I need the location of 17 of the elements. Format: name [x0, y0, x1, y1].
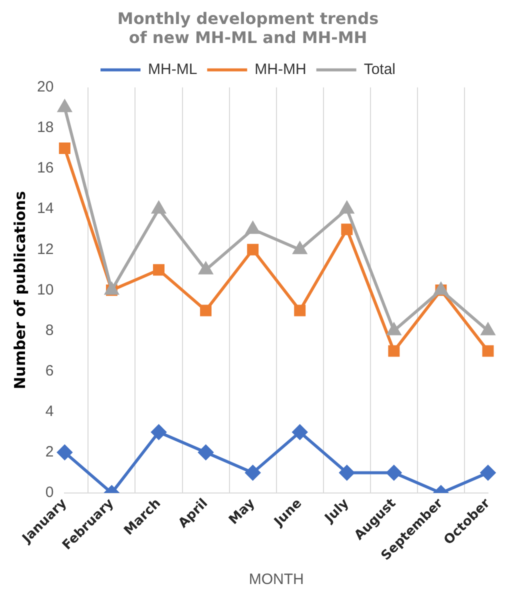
x-axis-title: MONTH	[248, 571, 304, 588]
y-tick-label: 10	[36, 281, 54, 298]
y-tick-label: 16	[36, 160, 54, 177]
y-tick-label: 2	[45, 444, 54, 461]
y-tick-label: 14	[36, 200, 54, 218]
y-tick-label: 4	[45, 403, 54, 420]
legend-label: MH-MH	[254, 61, 306, 78]
y-tick-label: 8	[45, 322, 54, 339]
y-axis-title: Number of publications	[10, 191, 29, 390]
legend-label: MH-ML	[148, 61, 198, 78]
y-tick-label: 12	[36, 240, 54, 258]
y-tick-label: 0	[45, 484, 54, 502]
legend-label: Total	[364, 61, 396, 78]
chart-title: Monthly development trends of new MH-ML and MH-MH	[117, 8, 379, 47]
y-tick-label: 18	[36, 119, 54, 136]
y-tick-label: 20	[36, 78, 54, 96]
y-tick-label: 6	[45, 362, 54, 380]
